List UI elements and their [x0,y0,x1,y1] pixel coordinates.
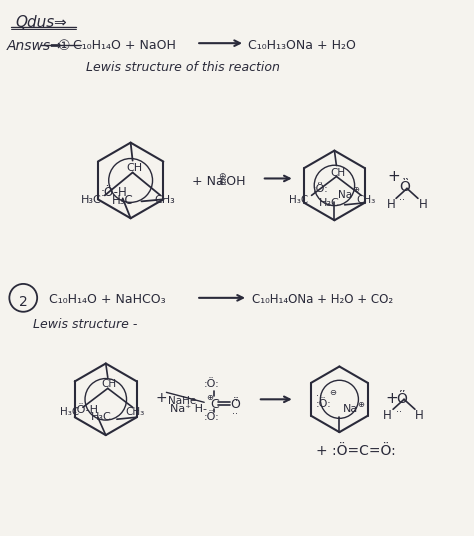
Text: H₃C: H₃C [81,196,101,205]
Text: :Ö:: :Ö: [204,379,220,390]
Text: ..: .. [403,173,409,182]
Text: ..: .. [316,389,321,398]
Text: Lewis structure -: Lewis structure - [33,318,137,331]
Text: H₃C: H₃C [319,198,339,208]
Text: ⊖: ⊖ [329,389,337,397]
Text: Na⁺ H-: Na⁺ H- [170,404,208,414]
Text: H: H [383,410,392,422]
Text: Ö: Ö [230,398,240,411]
Text: :Ö-H: :Ö-H [101,187,128,199]
Text: C: C [210,398,219,411]
Text: 2: 2 [19,295,27,309]
Text: CH₃: CH₃ [155,196,175,205]
Text: ⇒: ⇒ [53,16,66,31]
Text: :Ö:: :Ö: [204,412,220,422]
Text: ⊕: ⊕ [218,173,226,182]
Text: ..: .. [396,404,402,414]
Text: H: H [387,198,396,211]
Text: NaHe: NaHe [168,396,197,406]
Text: H: H [419,198,428,211]
Text: H₃C: H₃C [289,196,308,205]
Text: +: + [155,391,167,405]
Text: H₃C: H₃C [91,412,112,422]
Text: ⊕: ⊕ [357,400,365,410]
Text: ..: .. [317,176,322,187]
Text: ..: .. [232,393,238,404]
Text: Na: Na [338,190,353,200]
Text: CH: CH [102,379,117,390]
Text: Ö: Ö [399,181,410,195]
Text: CH₃: CH₃ [356,196,375,205]
Text: +: + [385,391,398,406]
Text: CH₃: CH₃ [126,407,145,417]
Text: C₁₀H₁₄ONa + H₂O + CO₂: C₁₀H₁₄ONa + H₂O + CO₂ [252,293,393,306]
Text: Ö: Ö [396,392,407,406]
Text: H₃C: H₃C [60,407,79,417]
Text: ..: .. [399,384,405,394]
Text: ..: .. [232,406,238,416]
Text: ..: .. [399,192,405,203]
Text: C₁₀H₁₄O + NaOH: C₁₀H₁₄O + NaOH [73,39,176,52]
Text: Answs⇒: Answs⇒ [6,39,62,53]
Text: ⊖: ⊖ [218,178,226,188]
Text: CH: CH [127,162,143,173]
Text: :OH: :OH [222,175,246,189]
Text: ⊕: ⊕ [206,393,213,403]
Text: ⊕: ⊕ [352,185,359,195]
Text: :Ö-H: :Ö-H [74,405,99,415]
Text: :Ö:: :Ö: [316,399,331,410]
Text: ①: ① [58,39,71,53]
Text: Qdus: Qdus [15,16,55,31]
Text: :Ö:: :Ö: [312,184,328,195]
Text: +: + [387,168,400,183]
Text: H₃C: H₃C [112,195,133,207]
Text: Na: Na [343,404,359,414]
Text: Lewis structure of this reaction: Lewis structure of this reaction [86,61,280,74]
Text: CH: CH [330,168,346,177]
Text: H: H [415,410,424,422]
Text: C₁₀H₁₄O + NaHCO₃: C₁₀H₁₄O + NaHCO₃ [49,293,166,306]
Text: + :Ö=C=Ö:: + :Ö=C=Ö: [316,444,395,458]
Text: C₁₀H₁₃ONa + H₂O: C₁₀H₁₃ONa + H₂O [248,39,356,52]
Text: + Na: + Na [192,175,224,189]
